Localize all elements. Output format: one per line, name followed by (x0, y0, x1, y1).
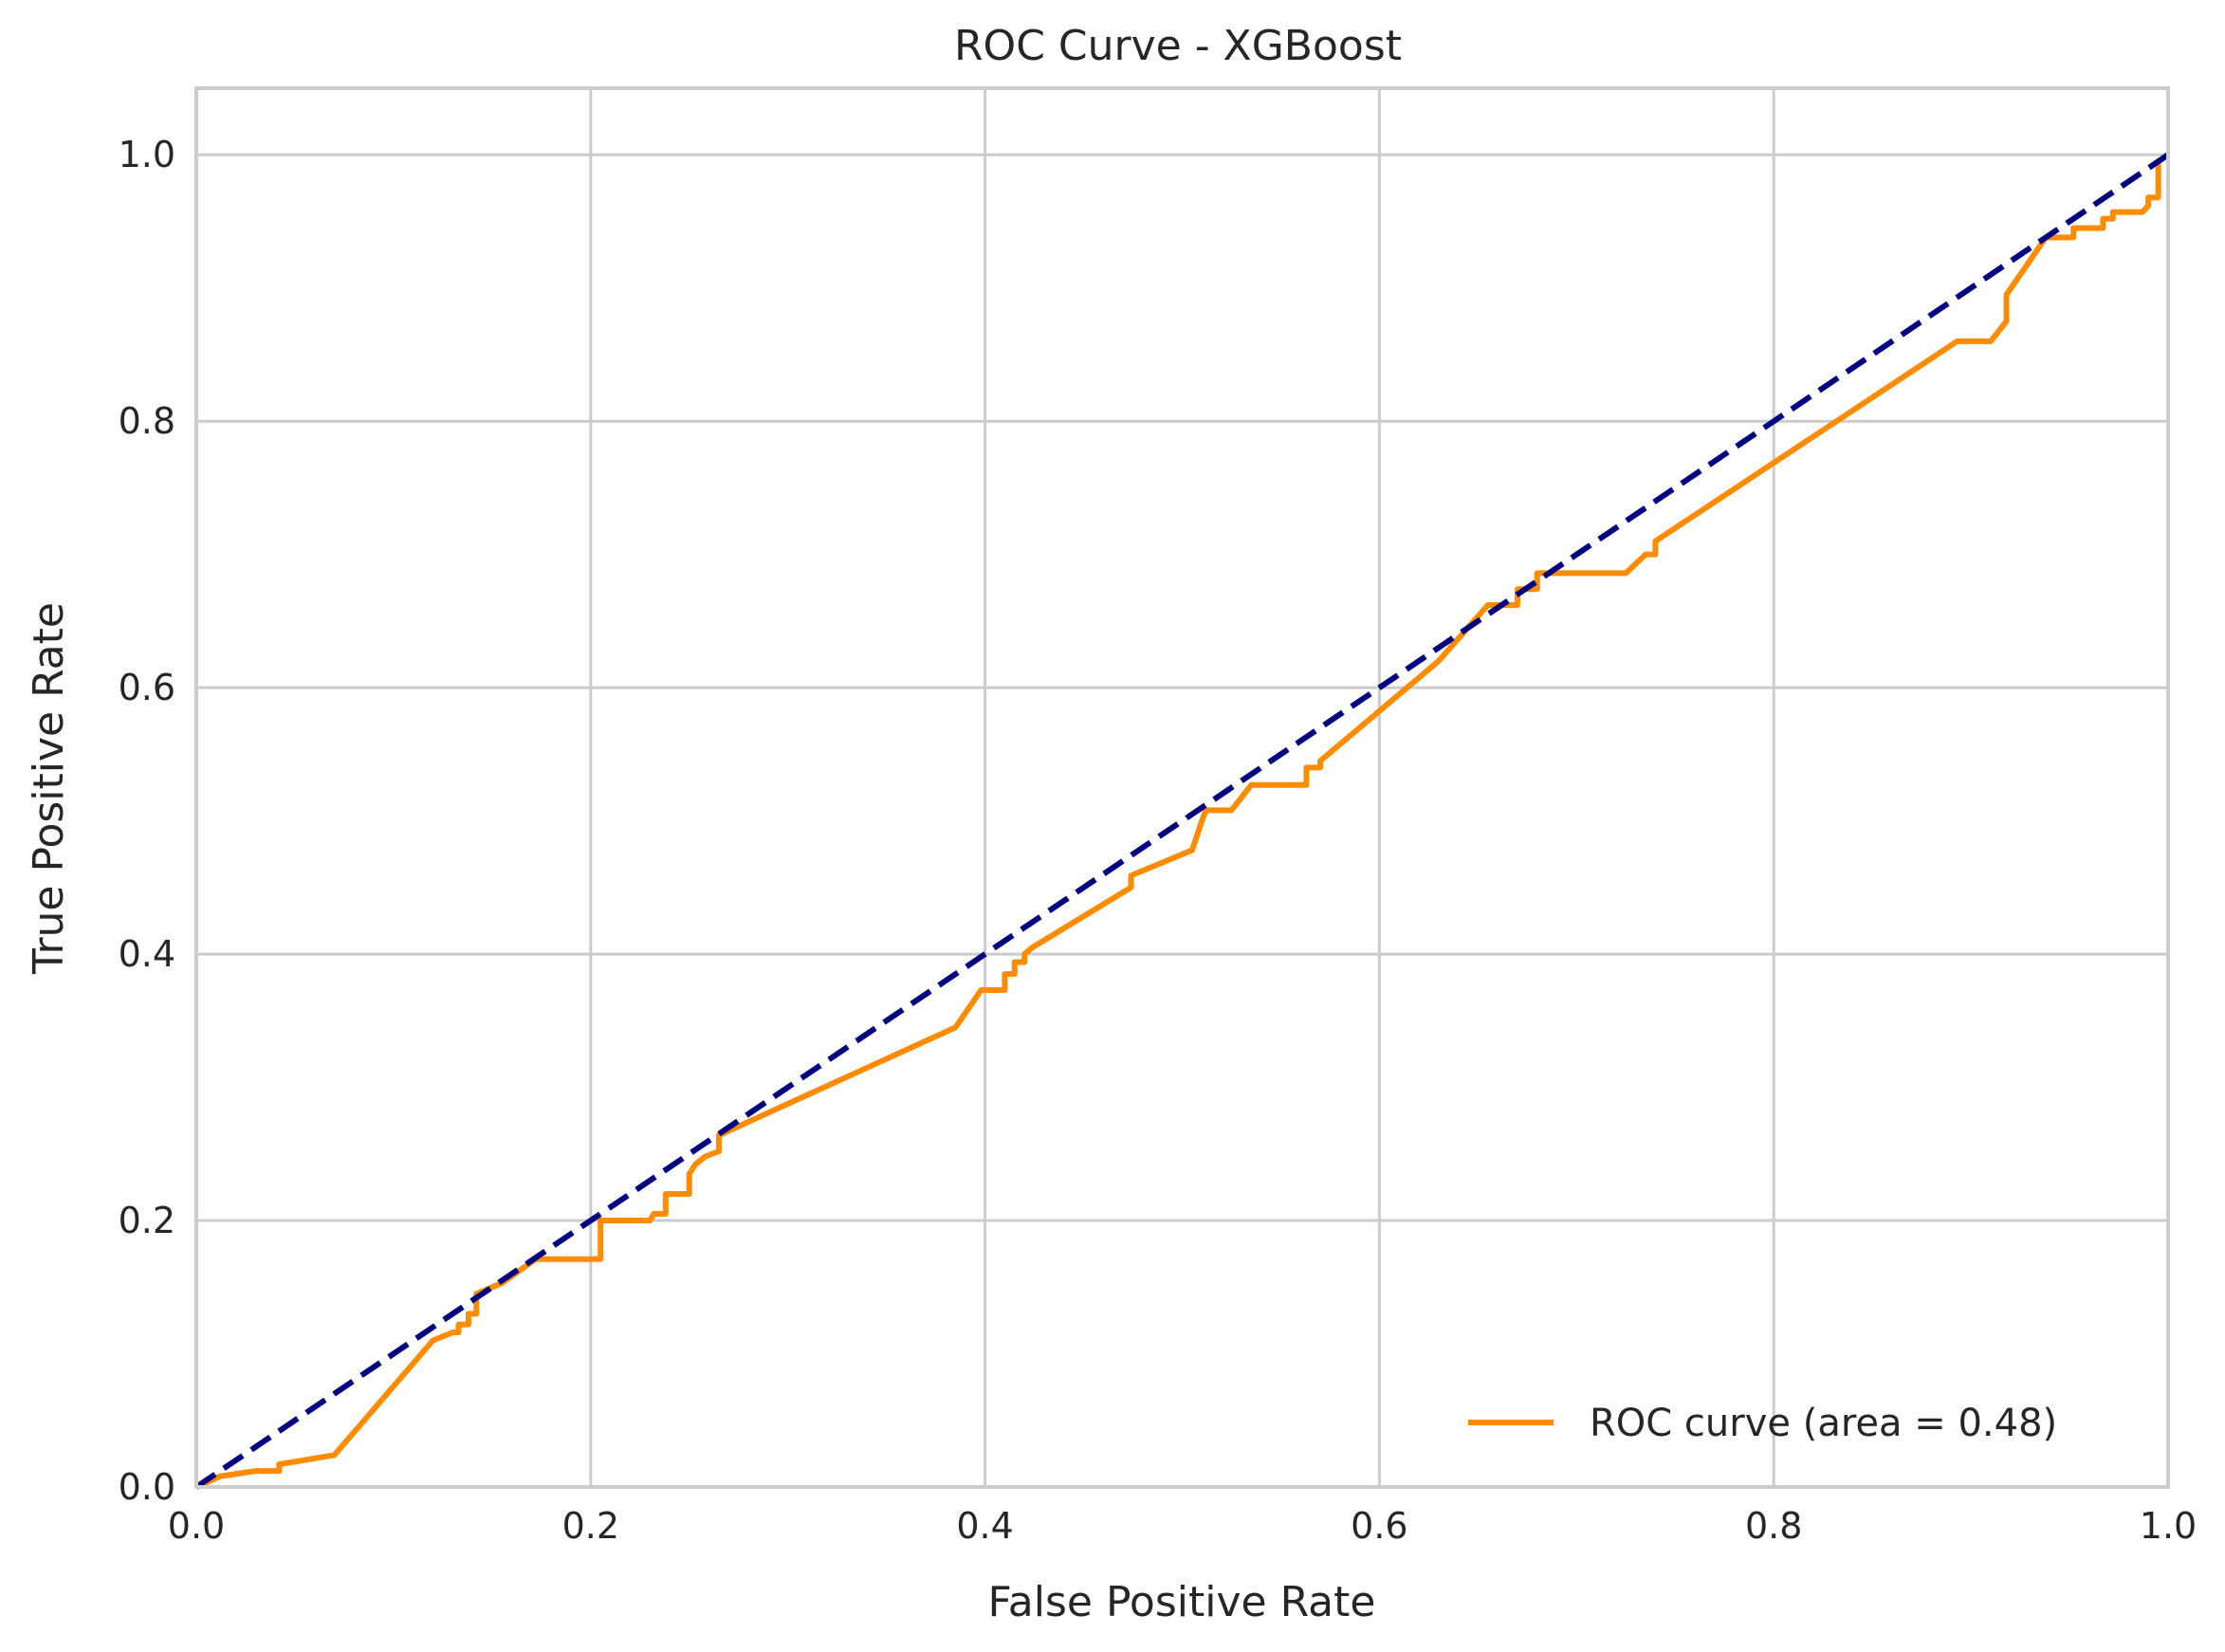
x-tick-labels: 0.0 0.2 0.4 0.6 0.8 1.0 (168, 1505, 2197, 1547)
chart-title: ROC Curve - XGBoost (954, 22, 1402, 70)
x-tick-label: 0.8 (1745, 1505, 1802, 1547)
roc-curve-line (194, 152, 2170, 1490)
y-axis-label: True Positive Rate (25, 602, 73, 975)
x-axis-label: False Positive Rate (988, 1578, 1376, 1626)
y-tick-label: 1.0 (119, 134, 175, 175)
grid (194, 88, 2170, 1489)
y-tick-label: 0.8 (119, 400, 175, 442)
y-tick-labels: 0.0 0.2 0.4 0.6 0.8 1.0 (119, 134, 175, 1508)
y-tick-label: 0.4 (119, 933, 175, 975)
x-tick-label: 0.0 (168, 1505, 225, 1547)
plot-frame (194, 86, 2170, 1489)
x-tick-label: 1.0 (2140, 1505, 2197, 1547)
legend-label: ROC curve (area = 0.48) (1590, 1402, 2057, 1445)
y-tick-label: 0.0 (119, 1466, 175, 1508)
x-tick-label: 0.2 (562, 1505, 619, 1547)
x-tick-label: 0.4 (956, 1505, 1013, 1547)
y-tick-label: 0.2 (119, 1200, 175, 1241)
x-tick-label: 0.6 (1351, 1505, 1407, 1547)
y-tick-label: 0.6 (119, 667, 175, 708)
legend: ROC curve (area = 0.48) (1468, 1402, 2057, 1445)
series-layer (194, 152, 2170, 1490)
